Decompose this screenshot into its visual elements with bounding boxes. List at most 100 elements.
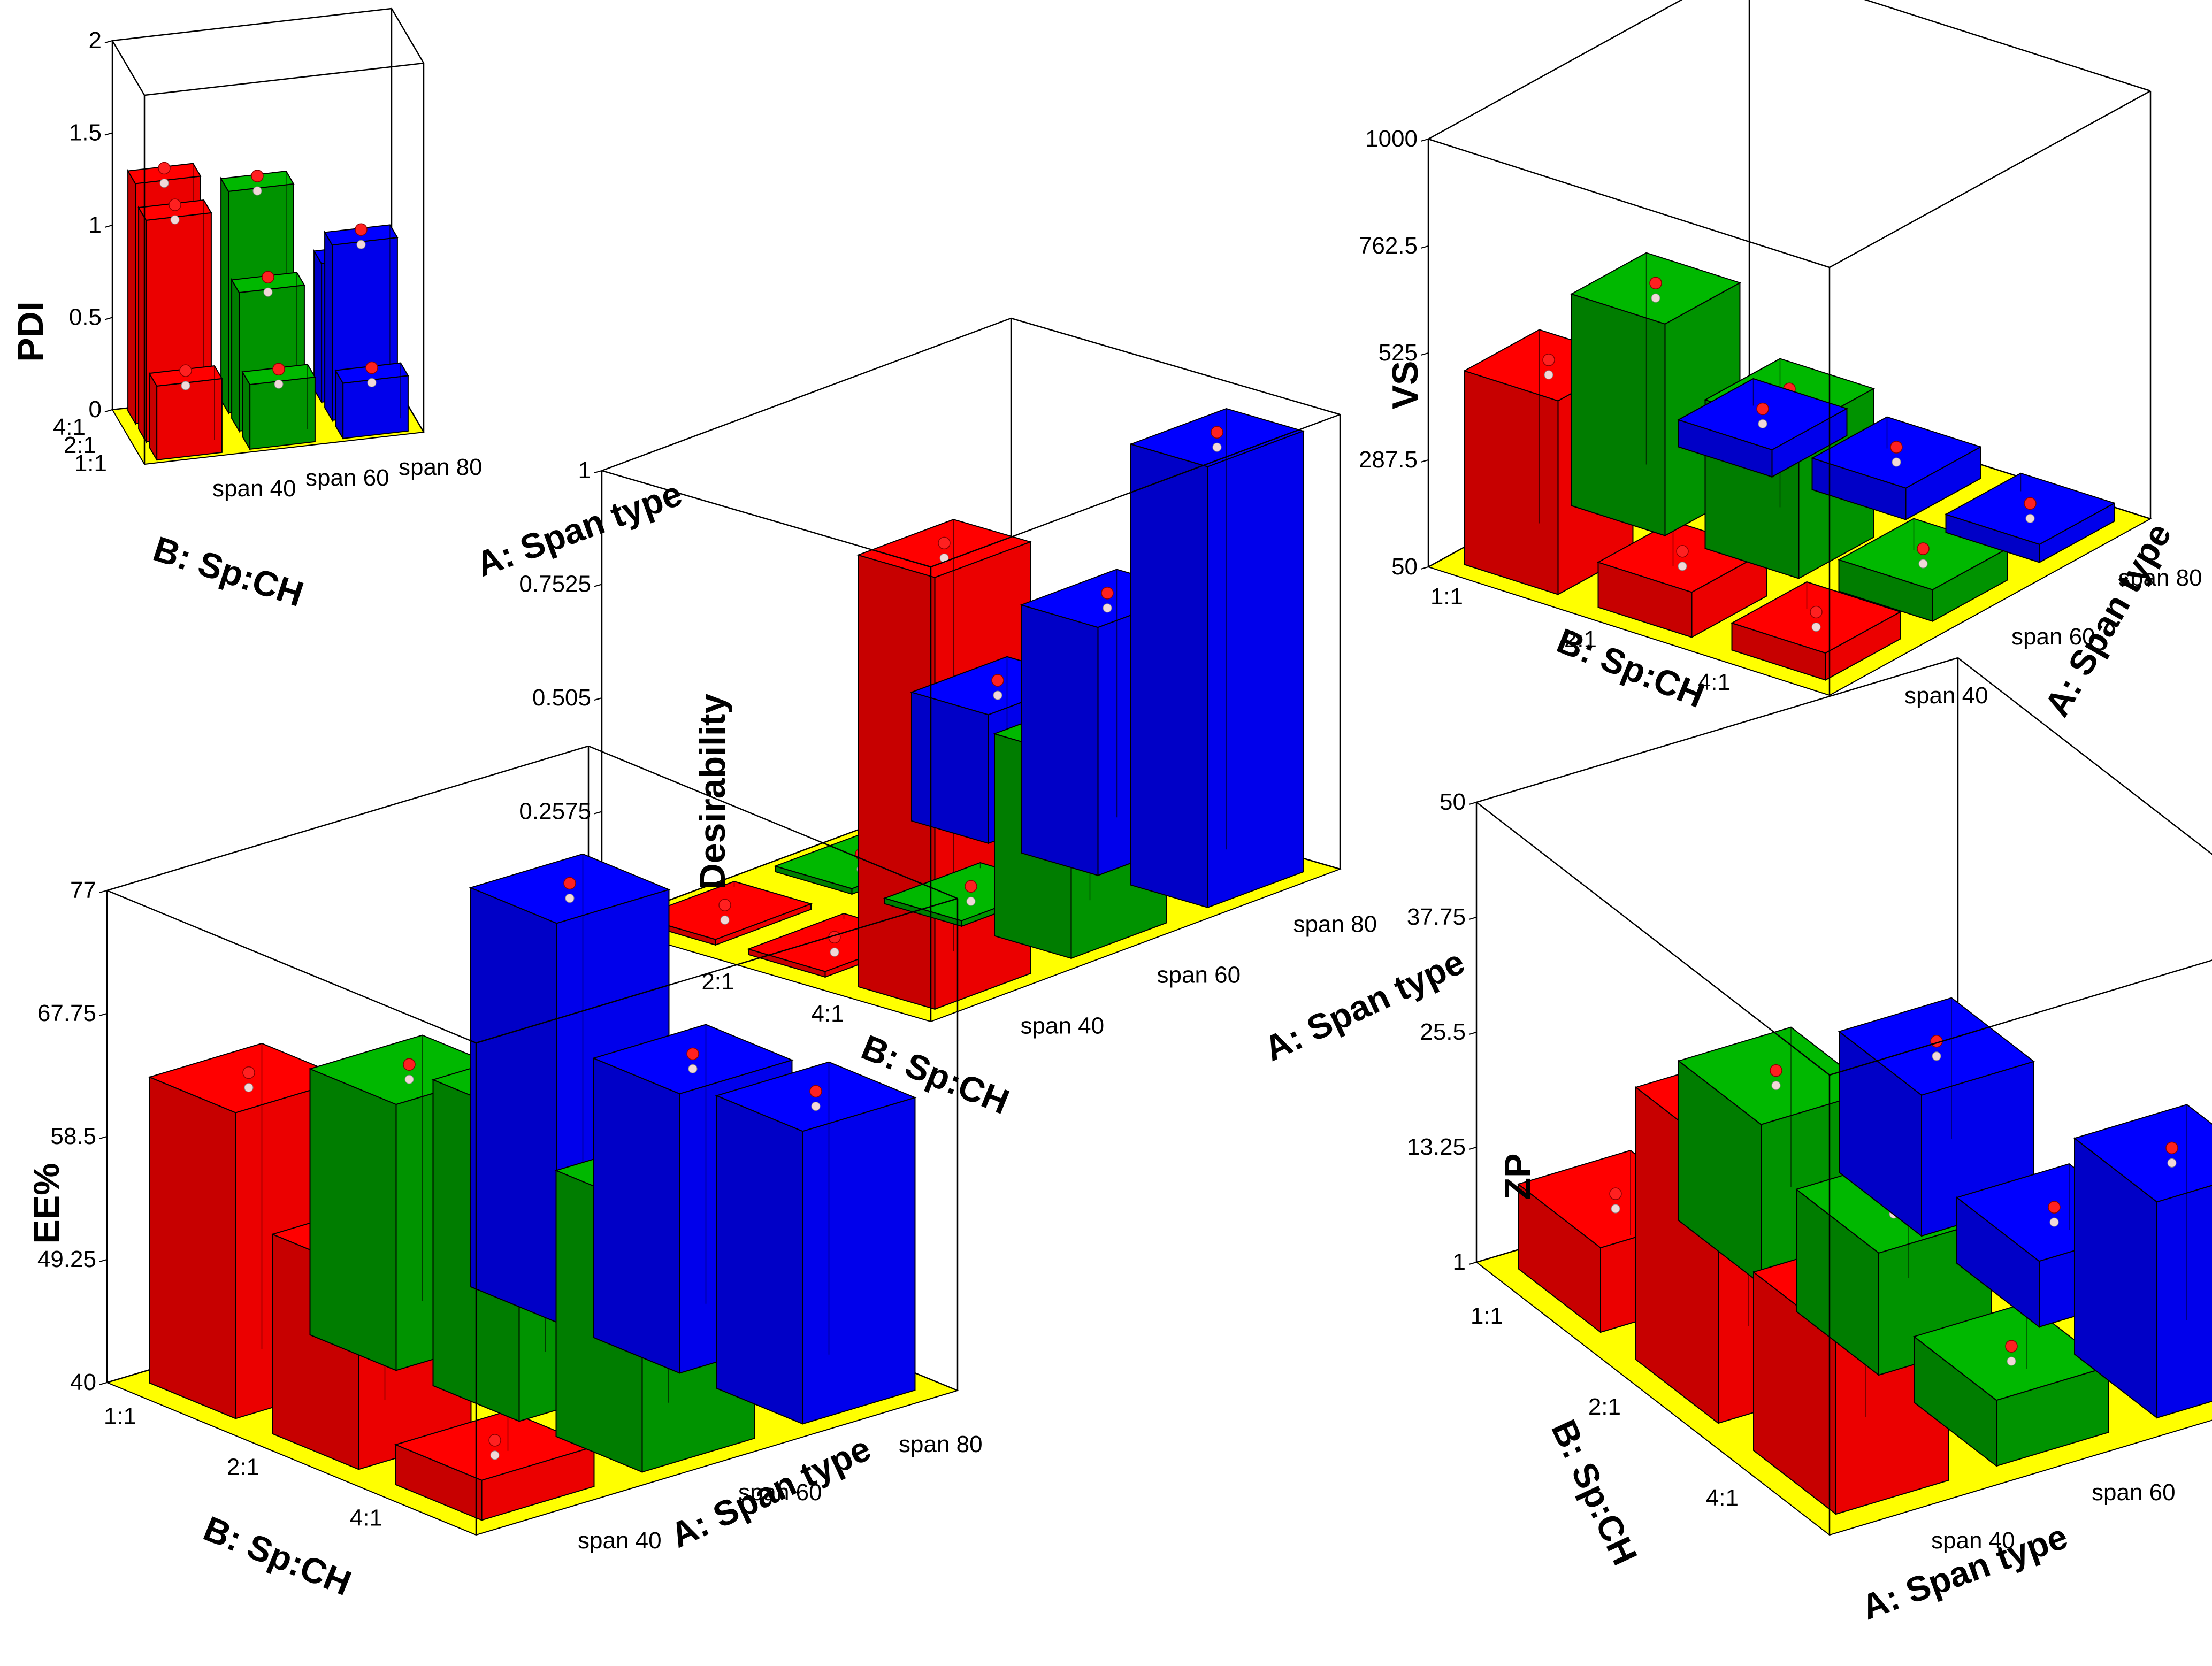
vs-box-edge xyxy=(1829,90,2151,268)
ee-zcat-label: span 60 xyxy=(738,1479,822,1506)
desirability-box-edge xyxy=(601,470,931,568)
zp-zcat-label: span 60 xyxy=(2092,1479,2176,1506)
zp-ytick-label: 25.5 xyxy=(1420,1019,1466,1045)
vs-design-point xyxy=(1542,354,1555,366)
vs-ytick-label: 287.5 xyxy=(1359,447,1418,473)
vs-panel: 50 287.5 525 762.5 1000 4:1 2:1 1:1 span 40 span … xyxy=(1359,0,2202,723)
desirability-box-edge xyxy=(930,413,1341,568)
pdi-ytick-label: 0 xyxy=(89,396,102,423)
vs-zcat-label: span 40 xyxy=(1904,682,1988,709)
vs-ytick-label: 762.5 xyxy=(1359,233,1418,259)
zp-box-edge xyxy=(1957,657,2212,855)
desirability-ytick xyxy=(594,470,602,473)
desirability-design-point xyxy=(938,536,951,550)
vs-design-point xyxy=(1810,605,1823,619)
zp-bar xyxy=(1838,997,2035,1238)
vs-design-point xyxy=(1649,277,1662,289)
vs-bar xyxy=(1570,252,1742,537)
ee-ylabel: EE% xyxy=(26,1163,67,1243)
ee-box-edge xyxy=(476,897,958,1044)
vs-design-point xyxy=(2024,497,2037,510)
ee-design-point xyxy=(563,877,576,890)
pdi-ytick xyxy=(104,225,113,228)
vs-bar xyxy=(1677,378,1849,478)
desirability-ytick xyxy=(594,584,602,587)
zp-bar xyxy=(1912,1302,2110,1468)
ee-zcat-label: span 80 xyxy=(899,1431,983,1457)
vs-ytick xyxy=(1420,566,1429,570)
vs-ylabel: VS xyxy=(1385,361,1426,410)
pdi-box-edge xyxy=(111,40,146,96)
desirability-zcat-label: span 40 xyxy=(1021,1013,1105,1039)
zp-ytick xyxy=(1468,1032,1477,1035)
vs-ytick-label: 50 xyxy=(1391,554,1418,580)
vs-ytick-label: 525 xyxy=(1379,340,1418,366)
zp-box-edge xyxy=(1476,802,1830,1076)
vs-ytick xyxy=(1420,245,1429,249)
zp-ytick xyxy=(1468,802,1477,805)
pdi-ytick xyxy=(104,132,113,136)
vs-xcat-label: 4:1 xyxy=(1698,669,1731,695)
ee-ytick-label: 58.5 xyxy=(50,1123,96,1149)
pdi-xcat-label: 4:1 xyxy=(53,414,86,440)
vs-bar xyxy=(1730,581,1902,681)
pdi-ytick xyxy=(104,40,113,43)
zp-design-point xyxy=(2165,1141,2178,1155)
zp-ytick xyxy=(1468,1262,1477,1265)
ee-design-point xyxy=(686,1047,699,1061)
desirability-bar xyxy=(1129,408,1305,909)
pdi-ytick-label: 1 xyxy=(89,212,102,238)
ee-design-point xyxy=(242,1066,255,1079)
pdi-ytick-label: 2 xyxy=(89,27,102,53)
pdi-zcat-label: span 80 xyxy=(399,454,483,480)
zp-ytick-label: 1 xyxy=(1453,1249,1466,1275)
vs-ytick-label: 1000 xyxy=(1365,126,1418,152)
pdi-design-point xyxy=(251,170,264,182)
zp-design-point xyxy=(2048,1201,2061,1214)
pdi-bar xyxy=(241,363,316,451)
desirability-design-point xyxy=(1101,587,1114,600)
desirability-design-point xyxy=(965,880,977,893)
zp-zcat-label: span 40 xyxy=(1931,1527,2015,1554)
ee-xcat-label: 2:1 xyxy=(227,1454,259,1480)
vs-xcat-label: 1:1 xyxy=(1430,584,1463,610)
ee-box-edge xyxy=(106,745,589,892)
pdi-design-point xyxy=(262,271,274,283)
ee-xcat-label: 4:1 xyxy=(350,1505,382,1531)
ee-ytick-label: 67.75 xyxy=(37,1000,96,1026)
vs-box-edge xyxy=(1864,0,2151,92)
pdi-box-edge xyxy=(112,7,392,42)
ee-ytick-label: 77 xyxy=(70,877,96,903)
desirability-xcat-label: 2:1 xyxy=(701,969,734,995)
vs-ytick xyxy=(1420,459,1429,463)
pdi-bar xyxy=(148,364,223,462)
pdi-ytick xyxy=(104,409,113,412)
pdi-design-point xyxy=(365,361,378,374)
desirability-design-point xyxy=(1211,426,1223,439)
vs-design-point xyxy=(1890,441,1903,454)
desirability-ytick-label: 0.505 xyxy=(532,685,591,711)
pdi-xcat-label: 2:1 xyxy=(64,432,96,458)
ee-box-edge xyxy=(106,889,477,1044)
pdi-zcat-label: span 60 xyxy=(305,465,389,491)
zp-ytick-label: 13.25 xyxy=(1407,1134,1466,1160)
vs-zcat-label: span 80 xyxy=(2118,565,2202,591)
ee-box-edge xyxy=(588,745,958,900)
desirability-ytick xyxy=(594,811,602,815)
pdi-ytick-label: 0.5 xyxy=(69,304,102,331)
ee-ytick xyxy=(99,1259,108,1262)
desirability-ytick-label: 1 xyxy=(578,457,591,483)
desirability-design-point xyxy=(991,674,1004,687)
zp-design-point xyxy=(1609,1187,1622,1200)
ee-bar xyxy=(394,1410,596,1521)
desirability-design-point xyxy=(718,899,731,912)
zp-box-edge xyxy=(1476,657,1958,803)
pdi-design-point xyxy=(272,363,285,375)
desirability-box-edge xyxy=(601,317,1012,472)
ee-ytick xyxy=(99,1013,108,1016)
zp-ylabel: ZP xyxy=(1497,1154,1538,1200)
vs-design-point xyxy=(1917,542,1930,555)
pdi-ytick xyxy=(104,317,113,320)
